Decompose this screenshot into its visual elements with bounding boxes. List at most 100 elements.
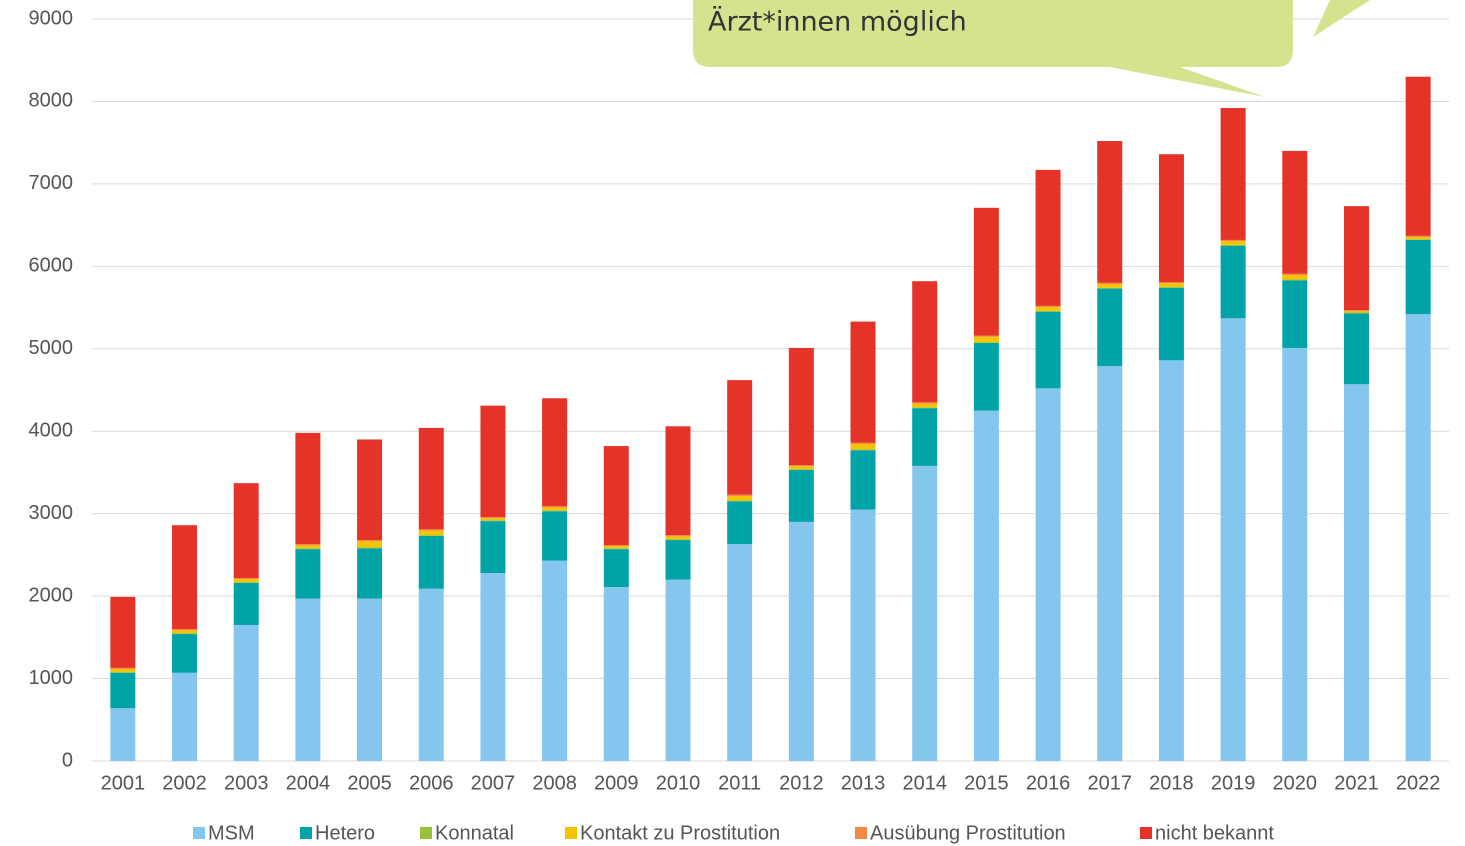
bar-segment: [1405, 235, 1431, 238]
bar-segment: [973, 335, 999, 337]
x-tick-label: 2012: [779, 772, 824, 794]
bar-segment: [172, 634, 198, 673]
y-tick-label: 4000: [29, 420, 74, 442]
bar-segment: [172, 672, 198, 761]
bar-segment: [1220, 108, 1246, 240]
bar-segment: [973, 336, 999, 343]
legend-label: Konnatal: [435, 822, 514, 844]
bar-segment: [850, 449, 876, 451]
bar-segment: [480, 516, 506, 519]
bar-segment: [665, 579, 691, 761]
bar-segment: [110, 708, 136, 761]
legend-swatch: [855, 827, 867, 839]
bar-segment: [295, 545, 321, 549]
bar-segment: [912, 281, 938, 403]
bar-segment: [418, 535, 444, 536]
bar-segment: [233, 483, 259, 578]
bar-segment: [295, 544, 321, 546]
x-tick-label: 2022: [1396, 772, 1441, 794]
bar-segment: [665, 540, 691, 580]
bar-segment: [295, 432, 321, 545]
callout-text: Ärzt*innen möglich: [708, 6, 967, 38]
bar-segment: [973, 343, 999, 411]
bar-segment: [788, 347, 814, 466]
bar-segment: [357, 547, 383, 549]
bar-segment: [912, 465, 938, 761]
bar-segment: [1158, 154, 1184, 282]
bar-segment: [1405, 239, 1431, 240]
bar-segment: [480, 405, 506, 517]
bar-segment: [603, 546, 629, 549]
bar-segment: [1097, 282, 1123, 285]
bar-segment: [233, 582, 259, 625]
legend-swatch: [1140, 827, 1152, 839]
bar-segment: [110, 667, 136, 670]
bar-segment: [850, 509, 876, 761]
bar-segment: [603, 549, 629, 588]
bar-segment: [1158, 281, 1184, 284]
bar-segment: [418, 530, 444, 536]
bar-segment: [665, 539, 691, 541]
x-tick-label: 2005: [347, 772, 392, 794]
bar-segment: [1343, 310, 1369, 312]
bar-segment: [542, 507, 568, 511]
legend-swatch: [193, 827, 205, 839]
legend-label: nicht bekannt: [1155, 822, 1274, 844]
y-tick-label: 2000: [29, 584, 74, 606]
bar-segment: [1158, 287, 1184, 361]
bar-segment: [172, 630, 198, 634]
bar-segment: [357, 541, 383, 548]
bar-segment: [1405, 314, 1431, 761]
x-tick-label: 2008: [532, 772, 577, 794]
bar-segment: [603, 587, 629, 761]
bar-segment: [1097, 288, 1123, 367]
bar-segment: [912, 402, 938, 404]
bar-segment: [727, 544, 753, 761]
x-tick-label: 2011: [718, 772, 761, 794]
bar-segment: [1282, 280, 1308, 348]
bar-segment: [1220, 241, 1246, 245]
bar-segment: [1282, 273, 1308, 275]
x-tick-label: 2019: [1211, 772, 1256, 794]
bar-segment: [357, 548, 383, 599]
bar-segment: [1343, 311, 1369, 313]
bar-segment: [603, 544, 629, 547]
bar-segment: [1220, 244, 1246, 246]
bar-segment: [1097, 287, 1123, 289]
legend-label: Kontakt zu Prostitution: [580, 822, 780, 844]
bar-segment: [912, 408, 938, 466]
bar-segment: [788, 521, 814, 761]
y-tick-label: 1000: [29, 667, 74, 689]
bar-segment: [788, 465, 814, 467]
x-tick-label: 2014: [902, 772, 947, 794]
bar-segment: [727, 501, 753, 545]
bar-segment: [418, 588, 444, 761]
bar-segment: [1035, 388, 1061, 761]
bar-segment: [665, 535, 691, 537]
bar-segment: [1405, 76, 1431, 236]
bar-segment: [480, 573, 506, 761]
x-tick-label: 2003: [224, 772, 269, 794]
bar-segment: [850, 321, 876, 443]
y-tick-label: 5000: [29, 337, 74, 359]
bar-segment: [233, 579, 259, 583]
bar-segment: [480, 518, 506, 521]
callout-tail: [1313, 0, 1370, 37]
bar-segment: [665, 536, 691, 540]
bar-segment: [973, 410, 999, 761]
x-tick-label: 2018: [1149, 772, 1194, 794]
x-tick-label: 2007: [471, 772, 516, 794]
y-tick-label: 8000: [29, 90, 74, 112]
x-tick-label: 2009: [594, 772, 639, 794]
bar-segment: [110, 669, 136, 672]
bar-segment: [542, 560, 568, 761]
y-tick-label: 6000: [29, 255, 74, 277]
bar-segment: [1282, 274, 1308, 280]
bar-segment: [727, 500, 753, 502]
bar-segment: [1282, 279, 1308, 281]
bar-segment: [1343, 384, 1369, 761]
callout-bubble: [693, 0, 1293, 97]
bar-segment: [295, 549, 321, 599]
